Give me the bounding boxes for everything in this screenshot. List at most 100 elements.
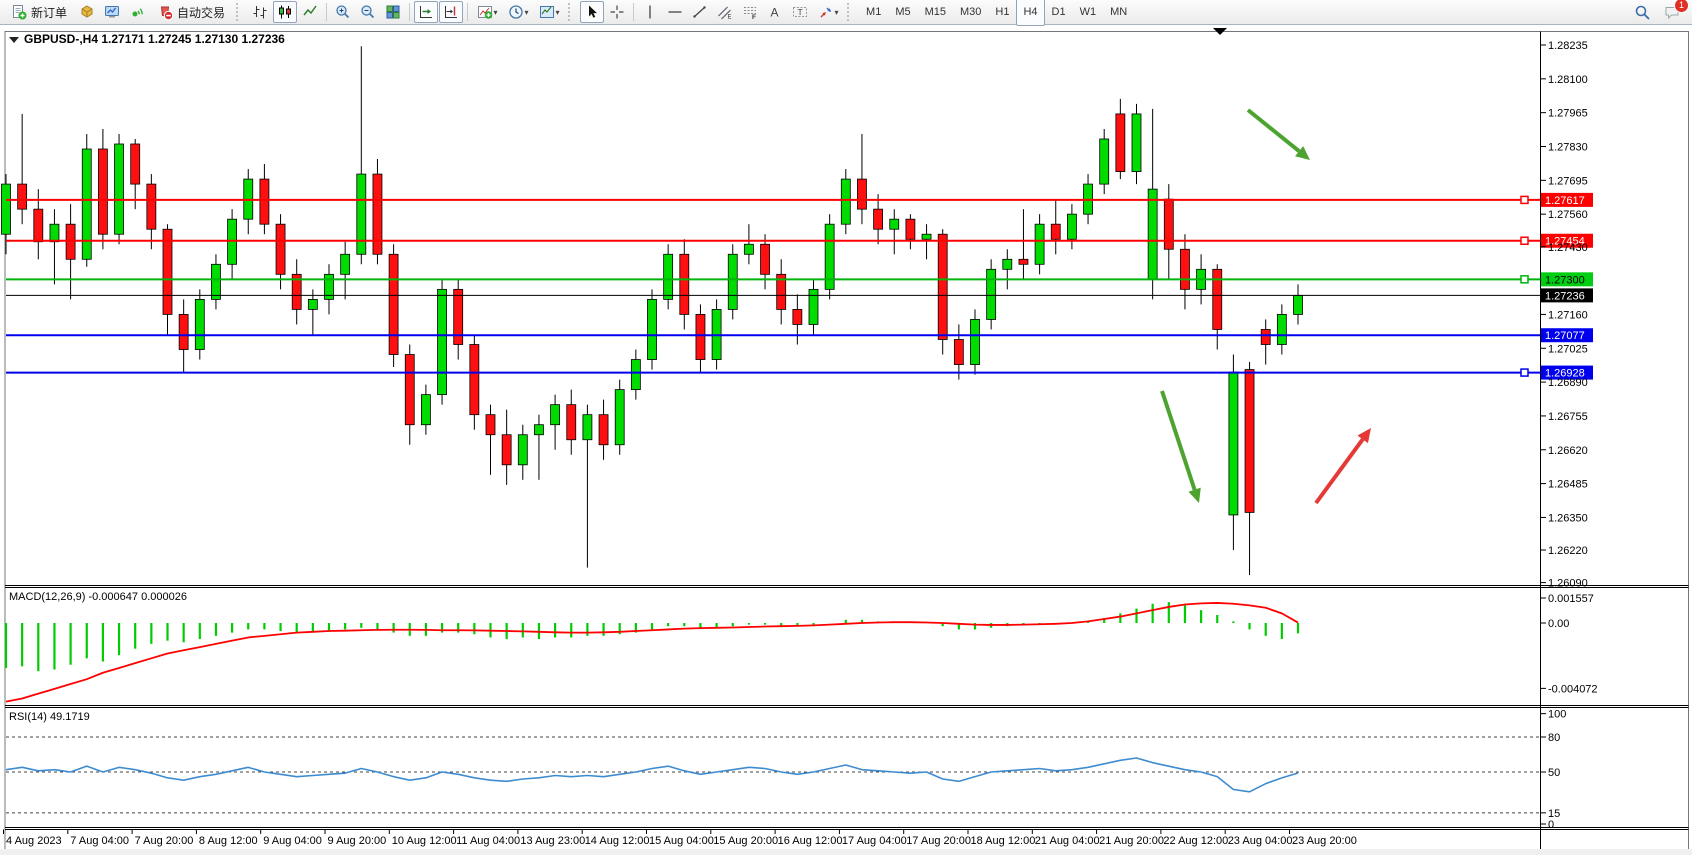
bullish-candle [534,424,544,436]
bearish-candle [388,253,399,355]
trendline-tool-button[interactable] [688,1,712,23]
bullish-candle [1034,223,1045,265]
price-label-box [1541,233,1593,248]
arrow-head [1295,146,1310,160]
timeframe-mn[interactable]: MN [1110,6,1128,18]
bearish-candle [679,253,690,315]
tile-windows-button[interactable] [381,1,405,23]
bearish-candle [905,218,916,240]
hline-1.26928[interactable] [6,368,1541,377]
bearish-candle [130,143,141,185]
price-tick-label: 1.26090 [1548,578,1588,590]
bullish-candle [211,263,221,300]
time-label: 8 Aug 12:00 [199,835,258,847]
chart-window-button[interactable] [100,1,124,23]
bar-chart-button[interactable] [248,1,272,23]
price-label: 1.26928 [1545,368,1585,380]
bullish-candle [1,183,11,235]
crosshair-icon [610,5,624,19]
signal-icon [132,8,143,17]
time-label: 9 Aug 20:00 [328,835,387,847]
autotrading-button[interactable]: 自动交易 [150,1,232,23]
candlestick-chart-button[interactable] [273,1,298,23]
bullish-candle [630,359,641,391]
text-label-tool-button[interactable]: T [788,1,812,23]
bullish-candle [307,298,318,310]
market-watch-button[interactable] [75,1,99,23]
periods-button[interactable]: ▾ [503,1,533,23]
channel-tool-button[interactable]: E [713,1,737,23]
vertical-line-tool-button[interactable] [638,1,662,23]
toolbar-handle [236,3,244,21]
symbol-dropdown-icon[interactable] [9,37,19,43]
hline-1.27617[interactable] [6,195,1541,205]
price-tick-label: 1.26890 [1548,377,1588,389]
chart-shift-button[interactable] [439,1,464,23]
price-tick-label: 1.27560 [1548,209,1588,221]
timeframe-m15[interactable]: M15 [924,6,946,18]
fibonacci-icon: F [744,7,757,20]
green-arrow-down-mid[interactable] [1160,390,1201,503]
arrows-icon [820,7,831,18]
time-label: 10 Aug 12:00 [392,835,457,847]
timeframe-d1[interactable]: D1 [1051,6,1066,18]
svg-text:F: F [752,14,756,20]
bullish-candle [420,394,431,426]
timeframe-w1[interactable]: W1 [1079,6,1097,18]
horizontal-line-tool-button[interactable] [663,1,687,23]
bullish-candle [550,404,560,426]
crosshair-tool-button[interactable] [605,1,629,23]
bearish-candle [953,339,964,365]
zoom-in-button[interactable] [331,1,355,23]
add-indicator-button[interactable]: ▾ [472,1,502,23]
auto-scroll-button[interactable] [414,1,439,23]
bearish-candle [33,208,44,243]
fibonacci-tool-button[interactable]: F [738,1,762,23]
zoom-out-button[interactable] [356,1,380,23]
new-order-button[interactable]: 新订单 [4,1,74,23]
price-label-box [1541,365,1593,380]
price-axis[interactable]: 1.27617 1.27454 1.27300 1.27236 1.27077 1.269… [1540,40,1598,831]
hline-1.27454[interactable] [6,236,1541,245]
time-axis[interactable]: 4 Aug 2023 7 Aug 04:00 7 Aug 20:00 8 Aug 12… [3,829,1357,848]
time-label: 18 Aug 12:00 [971,835,1036,847]
arrows-tool-button[interactable]: ▾ [813,1,843,23]
chart-shift-marker[interactable] [1213,28,1227,35]
timeframe-h1[interactable]: H1 [995,6,1010,18]
timeframe-m30[interactable]: M30 [960,6,982,18]
time-label: 17 Aug 04:00 [842,835,907,847]
bullish-candle [986,268,997,320]
bullish-candle [1002,258,1013,270]
hline-1.27300[interactable] [6,275,1541,284]
bullish-candle [582,414,593,441]
signals-button[interactable] [125,1,149,23]
templates-button[interactable]: ▾ [534,1,564,23]
macd-label: MACD(12,26,9) -0.000647 0.000026 [9,591,187,603]
clock-icon [508,5,523,19]
rsi-axis-label: 50 [1548,767,1560,779]
bullish-candle [1228,371,1239,516]
text-tool-button[interactable]: A [763,1,787,23]
toolbar-separator [633,3,635,21]
bullish-candle [744,243,754,255]
timeframe-h4[interactable]: H4 [1016,0,1045,26]
bearish-candle [98,148,108,235]
bearish-candle [259,178,270,225]
time-label: 14 Aug 12:00 [585,835,650,847]
hline-marker [1520,275,1529,284]
bullish-candle [1099,138,1110,185]
search-button[interactable] [1630,1,1654,23]
line-chart-button[interactable] [298,1,322,23]
chart-window-border [4,31,1689,849]
notifications-button[interactable]: 1 [1660,0,1689,23]
rsi-pane: RSI(14) 49.1719 [5,711,1541,814]
cursor-tool-button[interactable] [580,1,605,23]
green-arrow-top-right[interactable] [1246,108,1310,160]
bullish-candle [808,288,819,325]
red-arrow-up-bottom[interactable] [1314,428,1371,505]
timeframe-m1[interactable]: M1 [866,6,882,18]
timeframe-m5[interactable]: M5 [895,6,911,18]
bearish-candle [178,314,189,350]
